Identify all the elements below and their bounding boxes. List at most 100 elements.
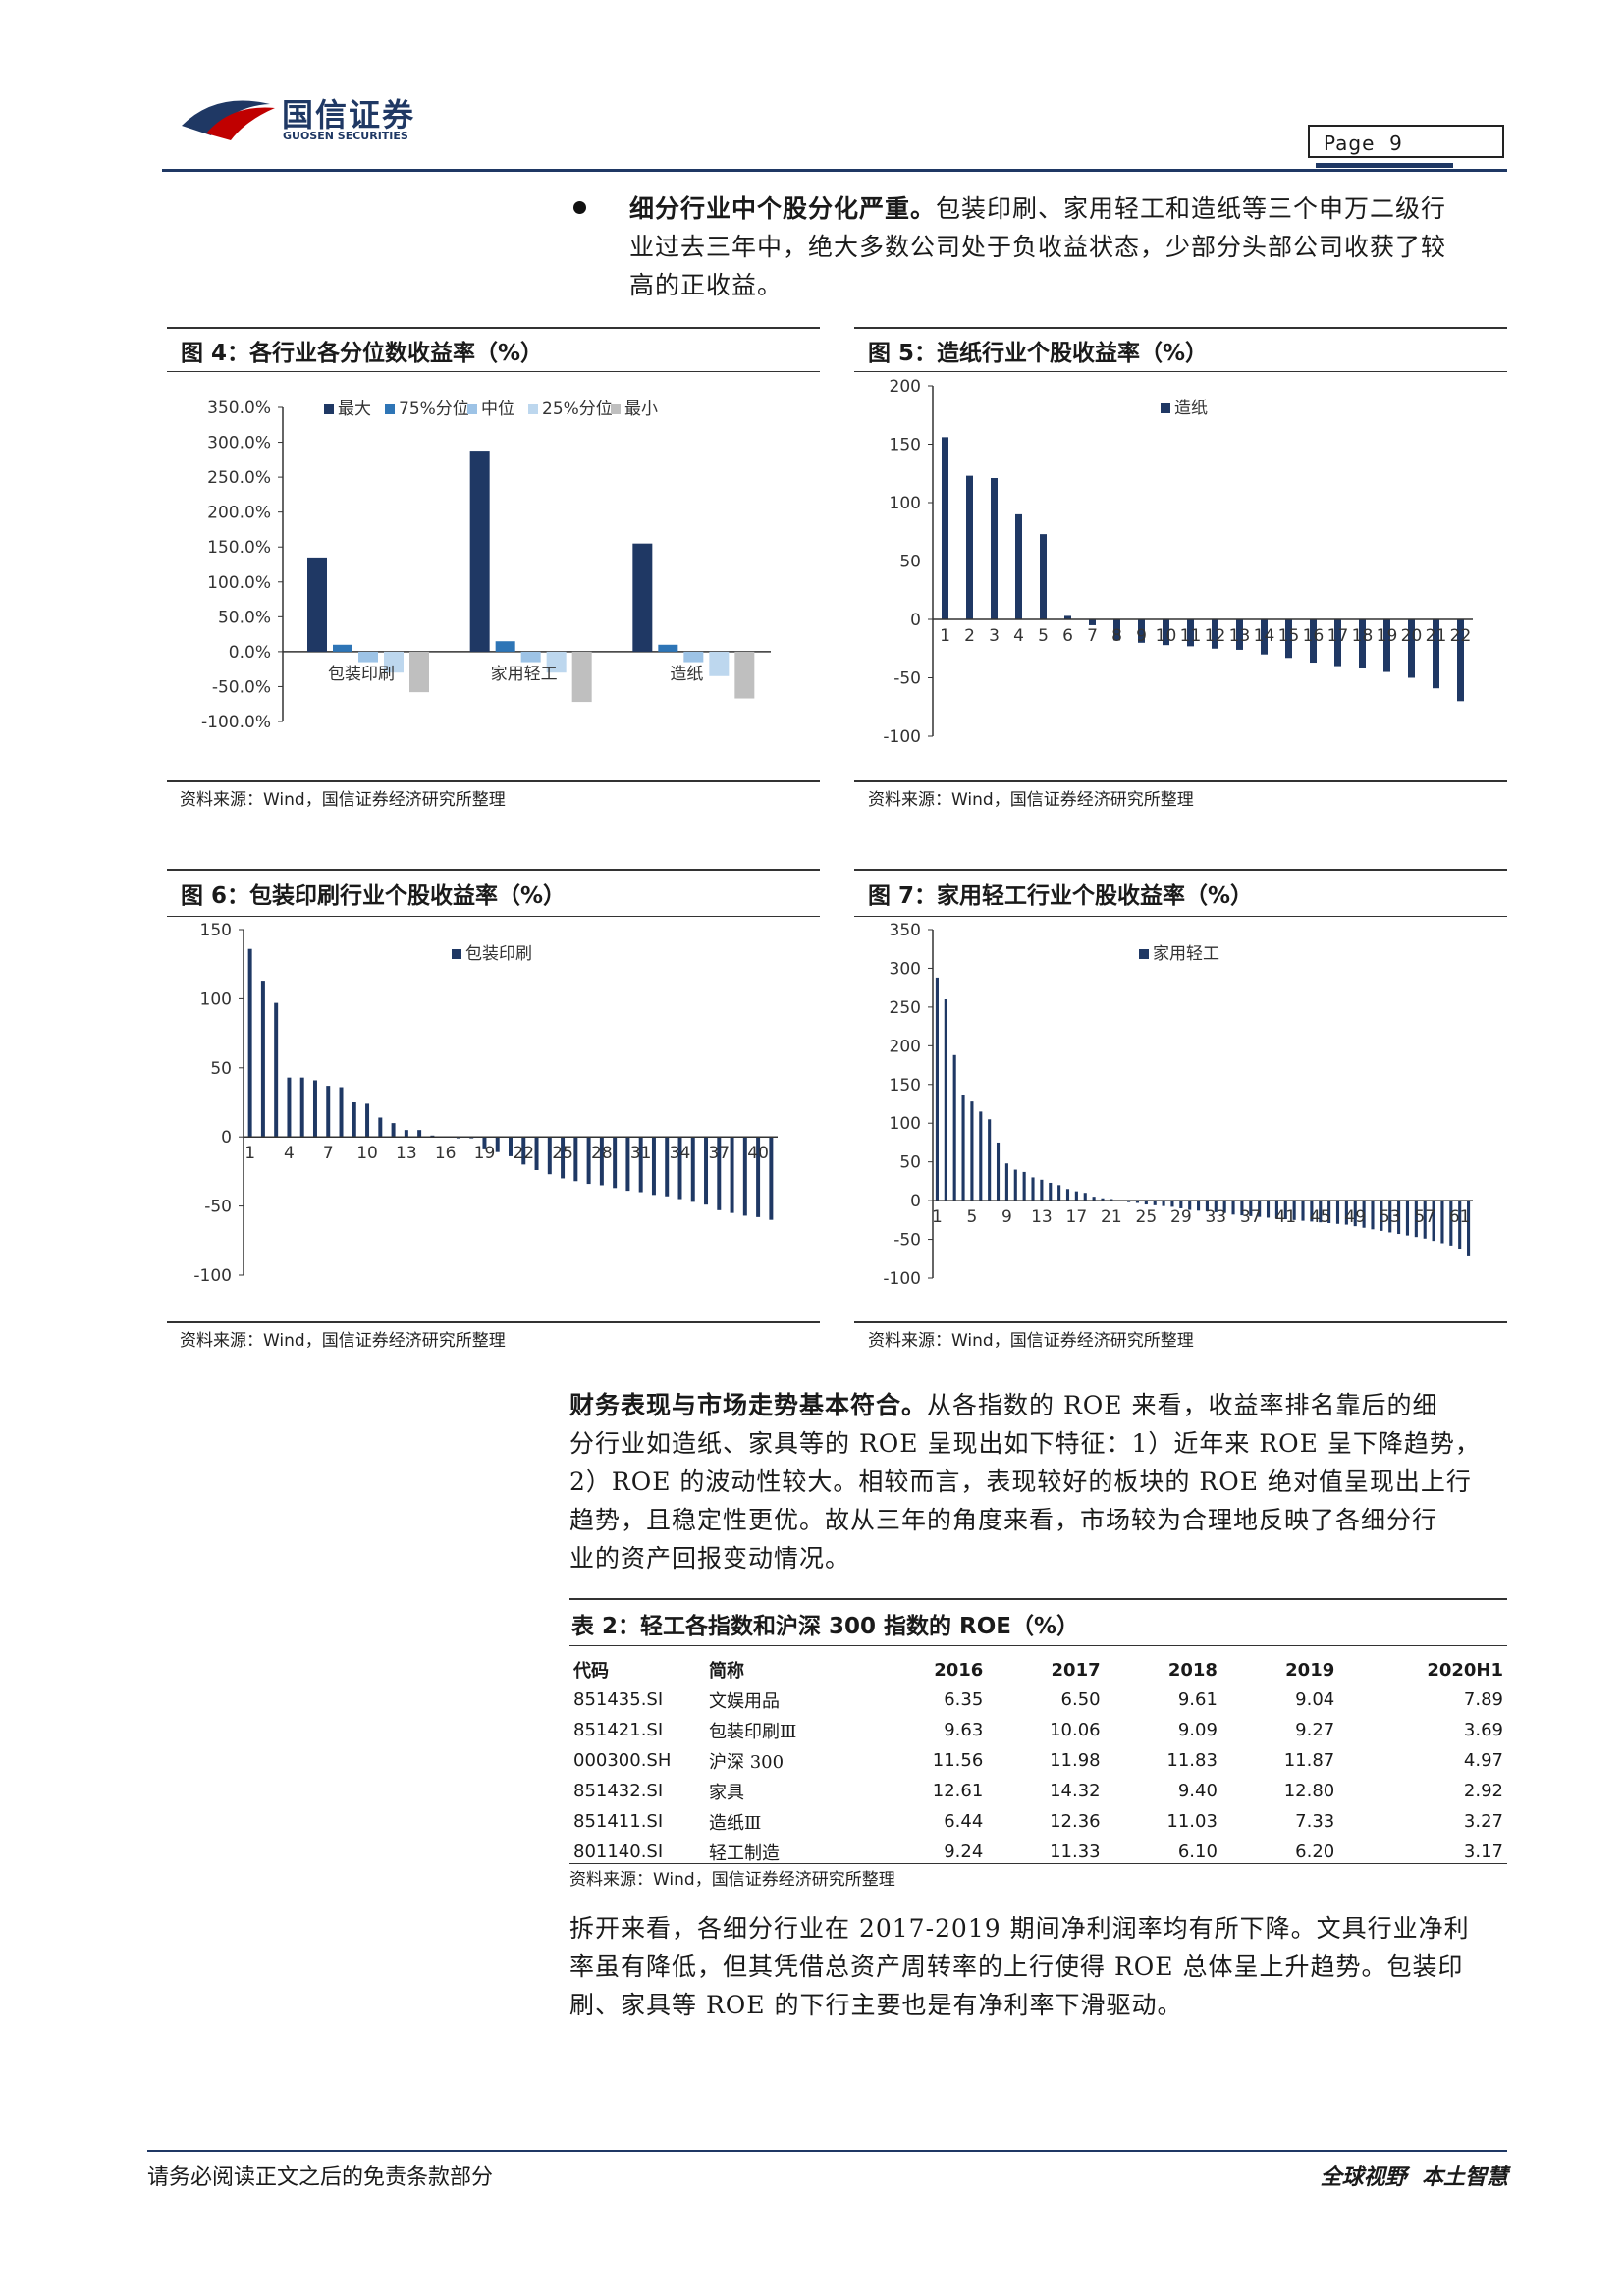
- bar: [495, 1137, 500, 1152]
- legend-label: 最小: [624, 400, 658, 419]
- logo-en-text: GUOSEN SECURITIES: [283, 130, 408, 142]
- bar: [1089, 619, 1096, 625]
- bar: [1274, 1201, 1278, 1219]
- bar: [970, 1101, 974, 1201]
- bar: [658, 644, 678, 652]
- x-tick-label: 19: [1377, 626, 1398, 646]
- table-cell: 851435.SI: [573, 1689, 664, 1710]
- bar: [1301, 1201, 1305, 1221]
- y-tick-label: 150: [890, 436, 921, 455]
- table-cell: 轻工制造: [709, 1842, 780, 1864]
- fig5-top-rule: [854, 327, 1507, 329]
- bar: [1362, 1201, 1366, 1228]
- bar: [1040, 534, 1047, 619]
- legend-label: 中位: [481, 400, 514, 419]
- bar: [1110, 1199, 1113, 1201]
- x-tick-label: 31: [630, 1144, 652, 1163]
- body-line-2: 分行业如造纸、家具等的 ROE 呈现出如下特征：1）近年来 ROE 呈下降趋势，: [569, 1429, 1481, 1458]
- x-tick-label: 9: [1001, 1207, 1012, 1227]
- bar: [1065, 1189, 1070, 1201]
- page-number-underline: [1316, 163, 1453, 168]
- bar: [1214, 1201, 1218, 1212]
- bar: [717, 1137, 722, 1210]
- bar: [1344, 1201, 1348, 1225]
- y-tick-label: 50: [899, 553, 921, 572]
- bar: [1222, 1201, 1226, 1213]
- x-tick-label: 15: [1278, 626, 1300, 646]
- y-tick-label: -50: [893, 669, 921, 689]
- bar: [1432, 1201, 1435, 1242]
- fig5-source: 资料来源：Wind，国信证券经济研究所整理: [868, 790, 1194, 810]
- bar: [260, 981, 265, 1138]
- bar: [1057, 1185, 1061, 1201]
- bar: [247, 948, 252, 1138]
- bar: [299, 1077, 304, 1138]
- bar: [1457, 619, 1464, 702]
- logo-cn-text: 国信证券: [282, 96, 416, 133]
- x-tick-label: 21: [1426, 626, 1447, 646]
- y-tick-label: 100.0%: [207, 573, 271, 593]
- table-cell: 11.83: [1166, 1750, 1218, 1771]
- y-tick-label: 100: [890, 494, 921, 513]
- fig4-source: 资料来源：Wind，国信证券经济研究所整理: [180, 790, 506, 810]
- bar: [734, 651, 755, 699]
- bar: [1004, 1163, 1008, 1201]
- x-tick-label: 28: [591, 1144, 613, 1163]
- col-header-name: 简称: [709, 1661, 744, 1682]
- legend-label: 25%分位: [542, 400, 613, 419]
- y-tick-label: 200.0%: [207, 504, 271, 523]
- x-tick-label: 37: [708, 1144, 730, 1163]
- table-cell: 000300.SH: [573, 1750, 672, 1771]
- bar: [1261, 619, 1268, 655]
- body-bold-lead: 财务表现与市场走势基本符合。: [569, 1391, 928, 1419]
- bar: [333, 644, 352, 652]
- bar: [1334, 619, 1341, 667]
- col-header-2016: 2016: [934, 1659, 984, 1681]
- fig4-top-rule: [167, 327, 820, 329]
- x-tick-label: 3: [989, 626, 1000, 646]
- y-tick-label: -100: [883, 1269, 921, 1289]
- bar: [1113, 619, 1120, 641]
- bar: [312, 1080, 317, 1138]
- fig4-bottom-rule: [167, 780, 820, 782]
- y-tick-label: -50.0%: [212, 677, 271, 697]
- bar: [996, 1142, 1001, 1201]
- bar: [709, 651, 730, 676]
- bar: [613, 1137, 618, 1189]
- x-tick-label: 4: [1013, 626, 1024, 646]
- body-line-5: 业的资产回报变动情况。: [569, 1544, 851, 1573]
- x-tick-label: 1: [940, 626, 950, 646]
- table-cell: 7.89: [1463, 1689, 1503, 1710]
- bullet-line-2: 业过去三年中，绝大多数公司处于负收益状态，少部分头部公司收获了较: [629, 233, 1447, 261]
- bar: [1440, 1201, 1444, 1244]
- bar: [1449, 1201, 1453, 1246]
- bar: [378, 1117, 383, 1138]
- table-cell: 12.80: [1283, 1781, 1335, 1801]
- y-tick-label: 150: [890, 1076, 921, 1095]
- bar: [482, 1137, 487, 1149]
- bar: [1013, 1169, 1017, 1201]
- col-header-2018: 2018: [1167, 1659, 1218, 1681]
- table-header-row: 代码 简称 2016 2017 2018 2019 2020H1: [569, 1655, 1507, 1684]
- table-row: 851421.SI 包装印刷Ⅲ 9.63 10.06 9.09 9.27 3.69: [569, 1715, 1507, 1745]
- x-tick-label: 57: [1414, 1207, 1435, 1227]
- bar: [1458, 1201, 1462, 1250]
- table-row: 851435.SI 文娱用品 6.35 6.50 9.61 9.04 7.89: [569, 1684, 1507, 1715]
- table-cell: 12.36: [1050, 1811, 1101, 1832]
- bar: [1433, 619, 1439, 689]
- x-tick-label: 2: [964, 626, 975, 646]
- bar: [1353, 1201, 1357, 1227]
- table-cell: 6.35: [944, 1689, 984, 1710]
- table-cell: 6.20: [1295, 1842, 1335, 1862]
- table-cell: 3.27: [1463, 1811, 1503, 1832]
- x-category-label: 家用轻工: [491, 665, 558, 684]
- bar: [1064, 615, 1071, 619]
- y-tick-label: 200: [890, 1037, 921, 1056]
- bar: [651, 1137, 656, 1196]
- table-cell: 4.97: [1463, 1750, 1503, 1771]
- bar: [632, 543, 653, 652]
- y-tick-label: 0.0%: [229, 643, 271, 663]
- x-tick-label: 20: [1401, 626, 1423, 646]
- header-divider: [162, 169, 1507, 172]
